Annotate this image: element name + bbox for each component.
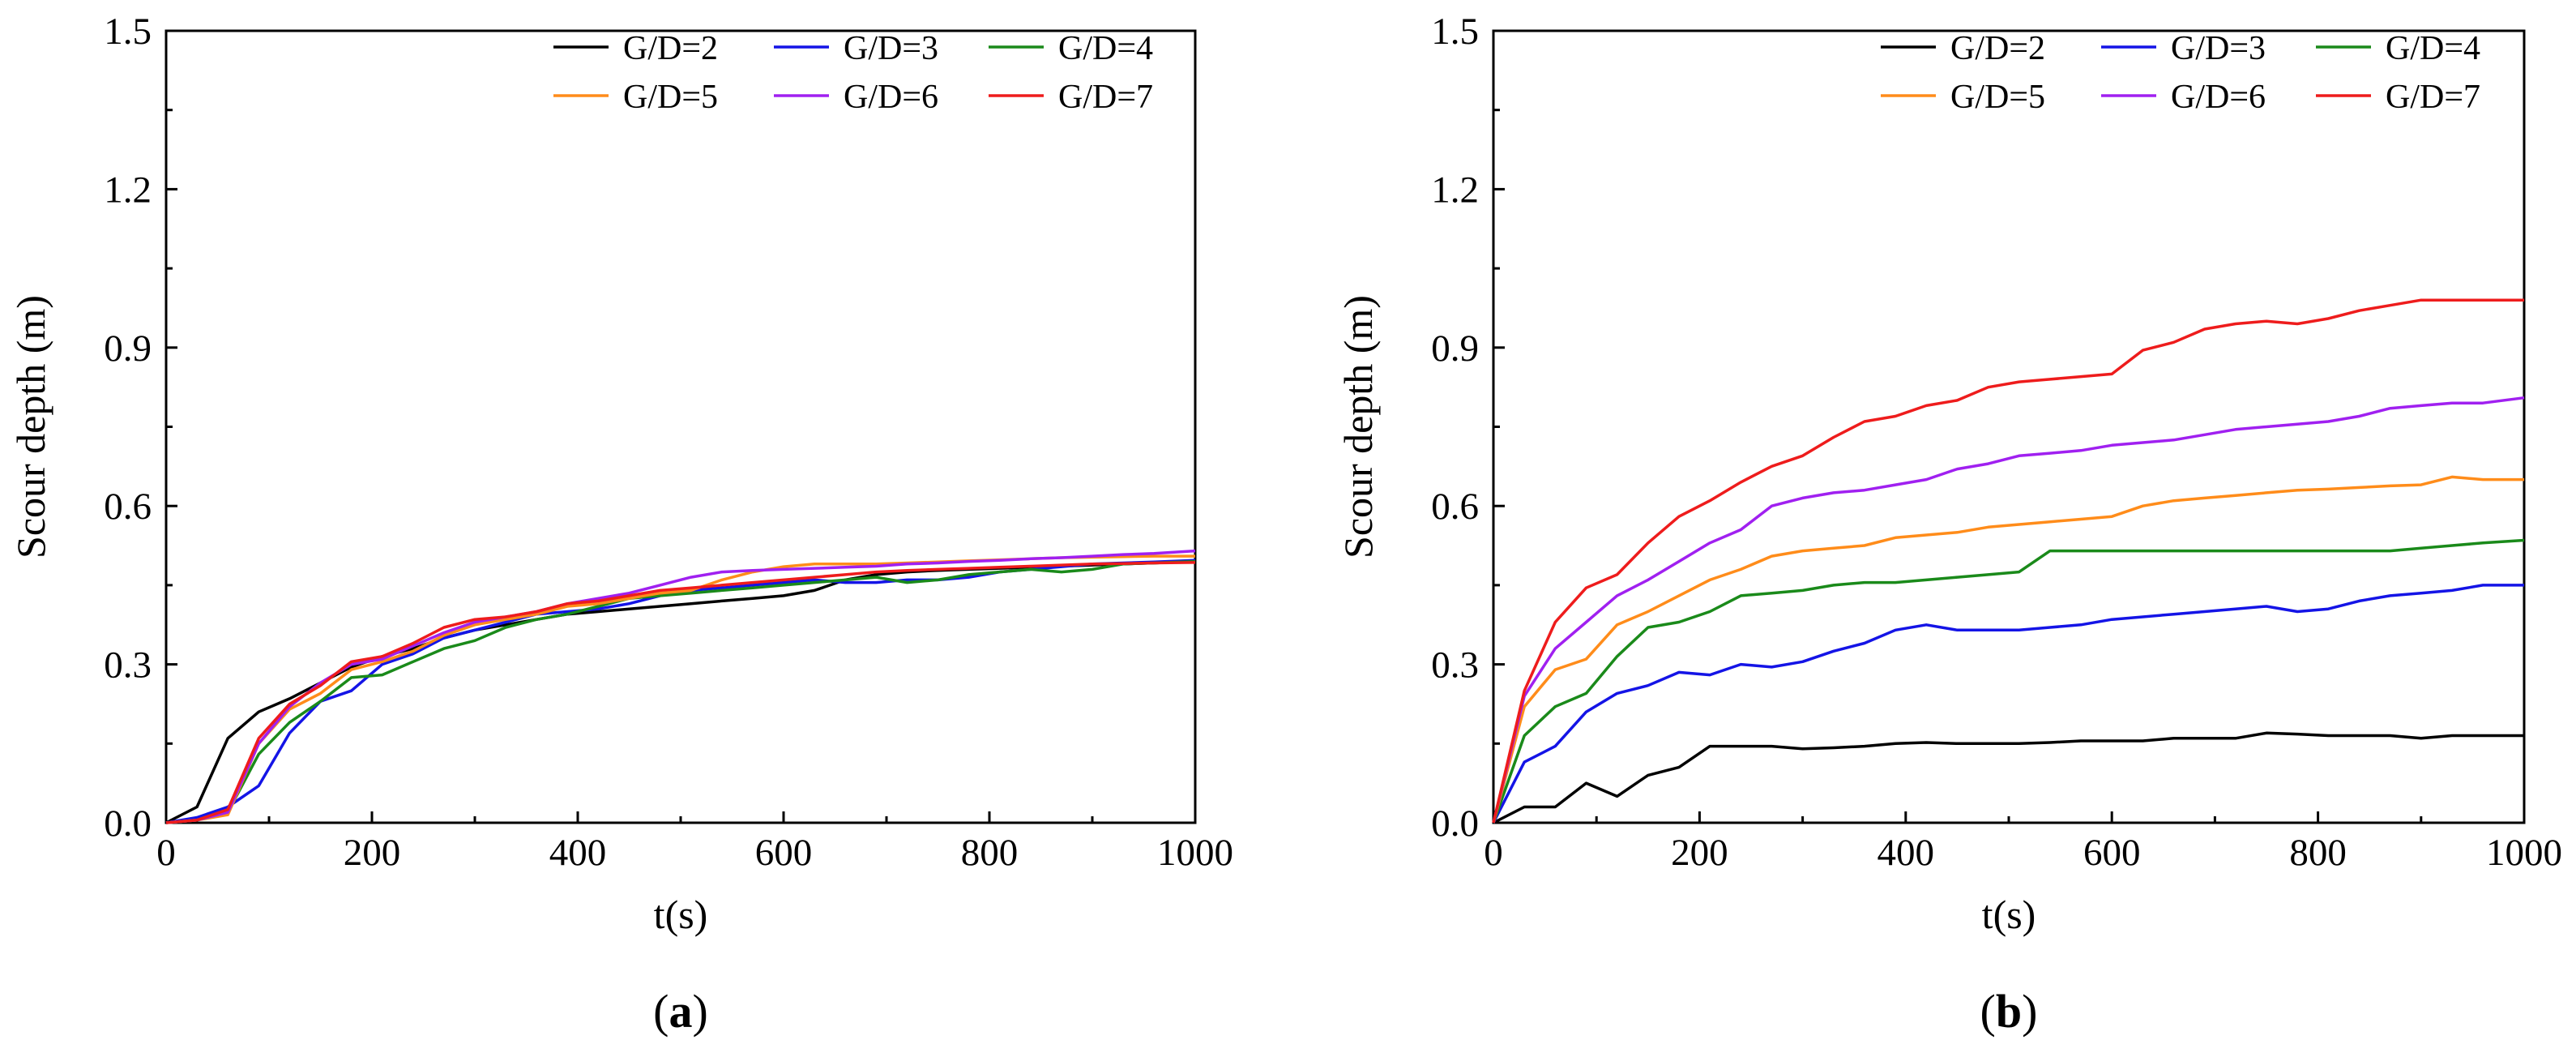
y-tick-label: 1.2 — [1431, 169, 1479, 211]
y-tick-label: 0.3 — [104, 644, 152, 687]
y-tick-label: 0.0 — [104, 802, 152, 845]
legend-label: G/D=3 — [2171, 30, 2266, 67]
x-tick-label: 1000 — [2486, 832, 2562, 874]
y-tick-label: 0.6 — [104, 486, 152, 528]
series-line-gd5 — [1492, 475, 2524, 824]
series-line-gd6 — [1492, 396, 2525, 824]
y-tick-label: 1.5 — [104, 11, 152, 53]
y-tick-label: 0.3 — [1431, 644, 1479, 687]
x-tick-label: 1000 — [1157, 832, 1233, 874]
series-line-gd7 — [1492, 298, 2524, 824]
x-axis-title: t(s) — [1982, 892, 2036, 937]
legend-label: G/D=6 — [2171, 79, 2266, 116]
y-tick-label: 0.9 — [104, 327, 152, 370]
legend-label: G/D=5 — [1950, 79, 2045, 116]
x-tick-label: 200 — [344, 832, 401, 874]
x-tick-label: 0 — [156, 832, 176, 874]
series-line-gd4 — [1492, 538, 2525, 824]
legend-label: G/D=6 — [844, 79, 938, 116]
y-tick-label: 0.0 — [1431, 802, 1479, 845]
plot-frame — [164, 29, 1197, 824]
legend-label: G/D=7 — [1058, 79, 1153, 116]
legend-label: G/D=2 — [623, 30, 718, 67]
legend-label: G/D=4 — [1058, 30, 1153, 67]
legend-label: G/D=4 — [2386, 30, 2480, 67]
series-line-gd3 — [165, 559, 1196, 824]
x-axis-title: t(s) — [654, 892, 708, 937]
y-axis-title: Scour depth (m) — [8, 295, 53, 559]
chart-panel-b: 0 200 400 600 800 1000 0.0 0.3 0.6 0.9 1.2 1.5 t(s) S… — [1335, 11, 2562, 1038]
x-tick-label: 0 — [1484, 832, 1503, 874]
y-axis-title: Scour depth (m) — [1335, 295, 1381, 559]
x-tick-label: 600 — [755, 832, 813, 874]
panel-label: (b) — [1980, 985, 2038, 1038]
series-line-gd4 — [165, 559, 1196, 824]
chart-panel-a: 0 200 400 600 800 1000 0.0 0.3 0.6 0.9 1.2 1.5 t(s) S… — [8, 11, 1233, 1038]
y-tick-label: 1.5 — [1431, 11, 1479, 53]
series-line-gd3 — [1492, 584, 2524, 824]
y-tick-label: 1.2 — [104, 169, 152, 211]
x-tick-label: 800 — [2289, 832, 2347, 874]
panel-label: (a) — [653, 985, 708, 1038]
legend-label: G/D=5 — [623, 79, 718, 116]
x-tick-label: 600 — [2083, 832, 2141, 874]
plot-frame — [1492, 29, 2526, 824]
y-tick-label: 0.6 — [1431, 486, 1479, 528]
legend-label: G/D=2 — [1950, 30, 2045, 67]
x-tick-label: 800 — [961, 832, 1019, 874]
x-tick-label: 200 — [1671, 832, 1728, 874]
legend-label: G/D=3 — [844, 30, 938, 67]
y-tick-label: 0.9 — [1431, 327, 1479, 370]
series-line-gd2 — [1493, 731, 2524, 824]
x-tick-label: 400 — [1878, 832, 1935, 874]
x-tick-label: 400 — [549, 832, 607, 874]
series-line-gd7 — [165, 561, 1196, 824]
series-line-gd5 — [165, 554, 1195, 824]
legend-label: G/D=7 — [2386, 79, 2480, 116]
